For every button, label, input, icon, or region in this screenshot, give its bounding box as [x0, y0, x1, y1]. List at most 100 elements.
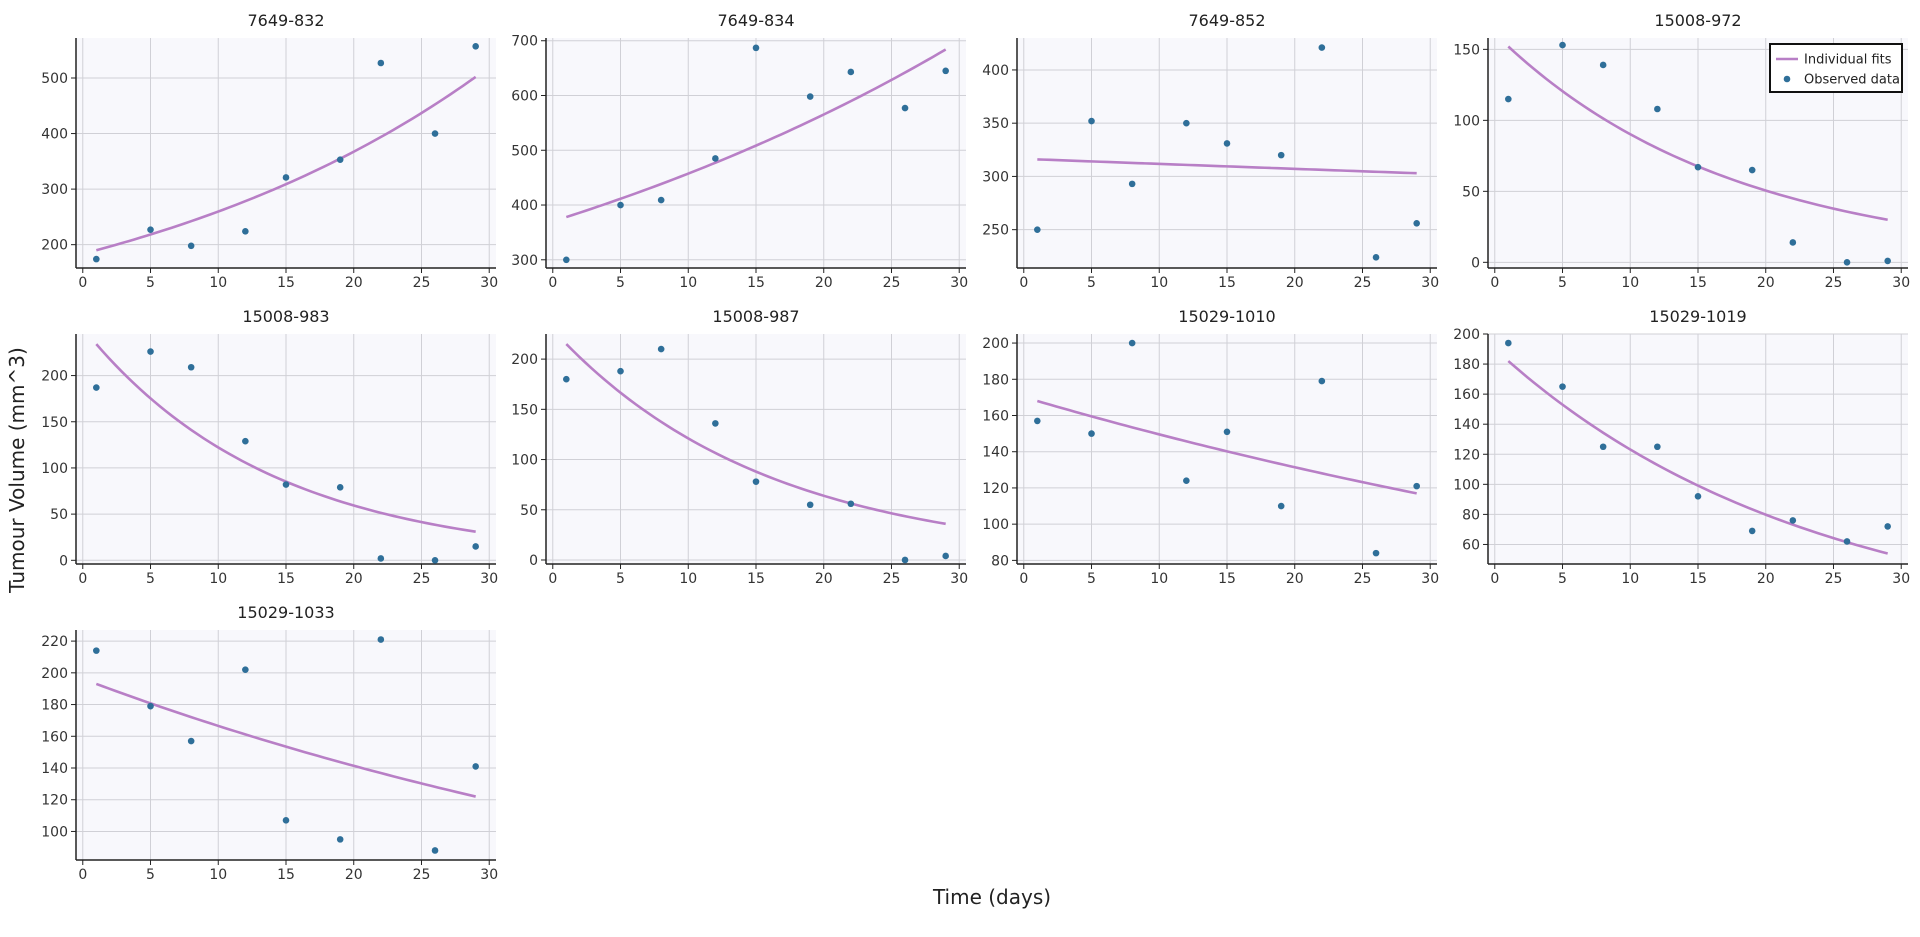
x-tick-label: 30	[480, 275, 498, 291]
observed-point	[1128, 180, 1136, 188]
y-tick-label: 140	[41, 761, 68, 777]
observed-point	[563, 375, 570, 383]
x-tick-label: 0	[1019, 275, 1028, 291]
y-tick-label: 700	[511, 34, 538, 50]
fit-line	[1036, 399, 1417, 495]
observed-point	[1599, 443, 1607, 451]
observed-point	[431, 557, 439, 564]
observed-point	[901, 104, 909, 112]
x-tick-label: 30	[950, 275, 968, 291]
observed-point	[1413, 482, 1420, 490]
observed-point	[752, 44, 760, 52]
x-tick-label: 10	[209, 571, 227, 587]
x-tick-label: 15	[747, 275, 765, 291]
observed-point	[1843, 538, 1851, 545]
x-tick-label: 20	[345, 571, 363, 587]
observed-point	[93, 384, 100, 391]
observed-point	[657, 345, 665, 353]
legend-marker-swatch	[1783, 75, 1791, 83]
observed-point	[336, 156, 344, 163]
observed-point	[93, 255, 100, 263]
x-tick-label: 10	[1150, 571, 1168, 587]
observed-point	[431, 130, 439, 137]
legend: Individual fits Observed data	[1769, 43, 1903, 93]
x-tick-label: 20	[345, 275, 363, 291]
observed-point	[1694, 493, 1702, 500]
y-tick-label: 250	[982, 223, 1009, 239]
observed-point	[1318, 377, 1326, 385]
observed-point	[187, 363, 195, 371]
subplot-title: 15029-1019	[1649, 307, 1746, 326]
y-tick-label: 600	[511, 89, 538, 105]
y-tick-label: 150	[1453, 42, 1480, 58]
y-tick-label: 100	[41, 461, 68, 477]
observed-point	[147, 702, 154, 710]
observed-point	[847, 500, 855, 508]
y-tick-label: 100	[41, 824, 68, 840]
y-tick-label: 200	[41, 238, 68, 254]
y-tick-label: 160	[1453, 387, 1480, 403]
x-tick-label: 25	[413, 571, 431, 587]
x-tick-label: 5	[616, 571, 625, 587]
subplot-15008-987: 0 5 10 15 20 25 30 0 50 100 150 200 15008-987	[511, 307, 968, 587]
observed-point	[901, 556, 909, 564]
x-tick-label: 10	[679, 571, 697, 587]
x-tick-label: 5	[146, 867, 155, 883]
x-tick-label: 0	[548, 571, 557, 587]
subplot-15008-972: 0 5 10 15 20 25 30 0 50 100 150 15008-972 Individual…	[1453, 11, 1910, 291]
observed-point	[1694, 163, 1702, 171]
y-tick-label: 400	[41, 127, 68, 143]
y-tick-label: 500	[41, 71, 68, 87]
observed-point	[336, 836, 344, 843]
x-tick-label: 20	[815, 571, 833, 587]
y-tick-label: 400	[511, 198, 538, 214]
subplot-7649-834: 0 5 10 15 20 25 30 300 400 500 600 700 7649-834	[511, 11, 968, 291]
observed-point	[1372, 549, 1380, 557]
observed-point	[847, 68, 855, 76]
observed-point	[1505, 339, 1512, 347]
x-tick-label: 20	[1757, 275, 1775, 291]
legend-label: Observed data	[1804, 73, 1900, 88]
subplot-title: 7649-832	[247, 11, 324, 30]
observed-point	[563, 256, 570, 264]
y-tick-label: 50	[1462, 184, 1480, 200]
observed-point	[242, 666, 249, 673]
y-tick-label: 300	[982, 169, 1009, 185]
x-tick-label: 15	[1218, 275, 1236, 291]
observed-point	[242, 228, 249, 235]
subplot-7649-852: 0 5 10 15 20 25 30 250 300 350 400 7649-852	[982, 11, 1439, 291]
observed-point	[187, 242, 195, 250]
observed-point	[282, 481, 290, 488]
observed-point	[147, 226, 154, 233]
observed-point	[1559, 41, 1566, 49]
observed-point	[1372, 254, 1380, 261]
y-tick-label: 500	[511, 143, 538, 159]
observed-point	[282, 174, 290, 181]
y-tick-label: 140	[1453, 417, 1480, 433]
subplot-15029-1033: 0 5 10 15 20 25 30 100 120 140 160 180 200 220 15029-1…	[41, 603, 498, 883]
observed-point	[1748, 166, 1756, 174]
x-tick-label: 30	[480, 571, 498, 587]
x-tick-label: 5	[146, 275, 155, 291]
x-tick-label: 30	[1892, 571, 1910, 587]
fit-line	[1507, 360, 1889, 555]
observed-point	[1559, 383, 1566, 390]
y-tick-label: 200	[41, 666, 68, 682]
fit-line	[95, 75, 477, 252]
observed-point	[657, 196, 665, 204]
observed-point	[617, 367, 624, 375]
y-tick-label: 140	[982, 445, 1009, 461]
x-tick-label: 10	[1150, 275, 1168, 291]
x-tick-label: 0	[78, 867, 87, 883]
x-tick-label: 20	[1757, 571, 1775, 587]
x-tick-label: 15	[277, 867, 295, 883]
x-tick-label: 30	[950, 571, 968, 587]
y-tick-label: 180	[41, 698, 68, 714]
x-tick-label: 20	[1286, 571, 1304, 587]
x-tick-label: 0	[78, 571, 87, 587]
observed-point	[1034, 417, 1041, 425]
observed-point	[752, 478, 760, 485]
observed-point	[1088, 117, 1095, 125]
legend-label: Individual fits	[1804, 53, 1892, 68]
